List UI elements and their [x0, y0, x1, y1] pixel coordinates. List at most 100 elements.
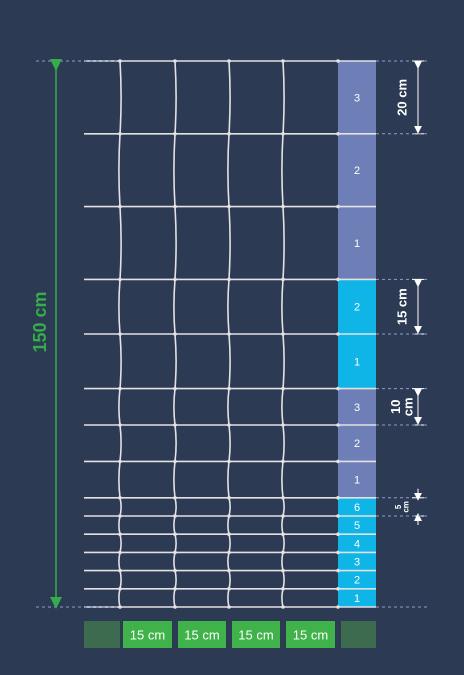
vertical-stay-wire — [227, 60, 231, 608]
zone-cell-label: 2 — [354, 438, 360, 450]
wire-knot — [173, 459, 177, 464]
zone-spacing-label-value: 5 — [394, 504, 403, 509]
wire-knot — [336, 514, 340, 518]
wire-knot — [281, 332, 285, 336]
wire-knot — [281, 514, 285, 518]
wire-knot — [336, 277, 340, 282]
wire-knot — [118, 59, 122, 63]
wire-knot — [336, 587, 340, 591]
wire-knot — [227, 59, 231, 63]
column-spacing-label: 15 cm — [238, 628, 273, 643]
wire-knot — [173, 423, 177, 427]
wire-knot — [281, 132, 285, 136]
vertical-stay-wire — [118, 60, 122, 608]
wire-knot — [336, 132, 340, 136]
zone-cell-label: 1 — [354, 356, 360, 368]
wire-knot — [118, 459, 122, 464]
total-height-label: 150 cm — [30, 291, 50, 352]
wire-knot — [227, 496, 231, 500]
footer-cell — [178, 621, 226, 648]
footer-cell-blank — [84, 621, 120, 648]
wire-knot — [281, 59, 285, 63]
wire-knot — [173, 514, 177, 518]
wire-knot — [173, 132, 177, 136]
footer-cell-blank — [341, 621, 376, 648]
zone-cell — [338, 206, 376, 280]
footer-cell — [286, 621, 335, 648]
footer-cell — [232, 621, 280, 648]
zone-cell — [338, 388, 376, 425]
zone-cell-label: 6 — [354, 502, 360, 514]
wire-knot — [173, 59, 177, 63]
wire-knot — [281, 423, 285, 427]
wire-knot — [336, 568, 340, 573]
wire-knot — [227, 423, 231, 427]
wire-knot — [173, 496, 177, 500]
wire-knot — [118, 496, 122, 500]
wire-knot — [281, 587, 285, 591]
zone-cell-label: 1 — [354, 238, 360, 250]
wire-knot — [281, 496, 285, 500]
wire-knot — [227, 459, 231, 464]
wire-knot — [336, 605, 340, 609]
wire-knot — [118, 587, 122, 591]
wire-knot — [173, 204, 177, 209]
wire-knot — [227, 204, 231, 209]
wire-knot — [173, 532, 177, 536]
zone-cell-label: 3 — [354, 557, 360, 569]
wire-knot — [281, 204, 285, 209]
wire-knot — [227, 605, 231, 609]
zone-cell — [338, 570, 376, 589]
zone-cell — [338, 279, 376, 334]
wire-mesh — [84, 59, 376, 609]
zone-spacing-label-unit: cm — [400, 397, 415, 416]
wire-knot — [173, 605, 177, 609]
wire-knot — [173, 277, 177, 282]
wire-knot — [336, 496, 340, 500]
wire-knot — [227, 532, 231, 536]
zone-cell — [338, 461, 376, 498]
zone-cell — [338, 133, 376, 207]
zone-cell — [338, 497, 376, 516]
wire-knot — [227, 386, 231, 391]
wire-knot — [118, 423, 122, 427]
zone-cell — [338, 334, 376, 389]
zone-spacing-label-unit: cm — [401, 501, 410, 513]
zone-spacing-label: 10cm — [388, 397, 415, 416]
zone-strip: 3 2 1 2 1 3 2 1 6 5 4 3 2 1 — [338, 61, 376, 607]
column-spacing-label: 15 cm — [130, 628, 165, 643]
wire-knot — [227, 332, 231, 336]
zone-spacing-label-value: 10 — [388, 400, 403, 414]
wire-knot — [336, 386, 340, 391]
wire-knot — [118, 514, 122, 518]
zone-cell-label: 5 — [354, 520, 360, 532]
zone-cell-label: 2 — [354, 575, 360, 587]
zone-cell — [338, 534, 376, 553]
zone-cell — [338, 516, 376, 535]
wire-knot — [118, 132, 122, 136]
wire-knot — [118, 277, 122, 282]
zone-spacing-label: 20 cm — [395, 79, 410, 116]
wire-knot — [227, 514, 231, 518]
wire-knot — [173, 386, 177, 391]
wire-knot — [173, 587, 177, 591]
wire-knot — [336, 332, 340, 336]
wire-knot — [336, 550, 340, 555]
vertical-stay-wire — [173, 60, 177, 608]
wire-knot — [227, 587, 231, 591]
zone-cell-label: 3 — [354, 402, 360, 414]
wire-knot — [281, 277, 285, 282]
wire-knot — [281, 605, 285, 609]
wire-knot — [173, 332, 177, 336]
zone-cell — [338, 552, 376, 571]
zone-spacing-label-value: 15 cm — [395, 288, 410, 325]
zone-cell — [338, 425, 376, 462]
zone-cell-label: 1 — [354, 593, 360, 605]
wire-knot — [336, 59, 340, 63]
footer-cell — [123, 621, 172, 648]
zone-spacing-label: 15 cm — [395, 288, 410, 325]
wire-knot — [336, 532, 340, 536]
